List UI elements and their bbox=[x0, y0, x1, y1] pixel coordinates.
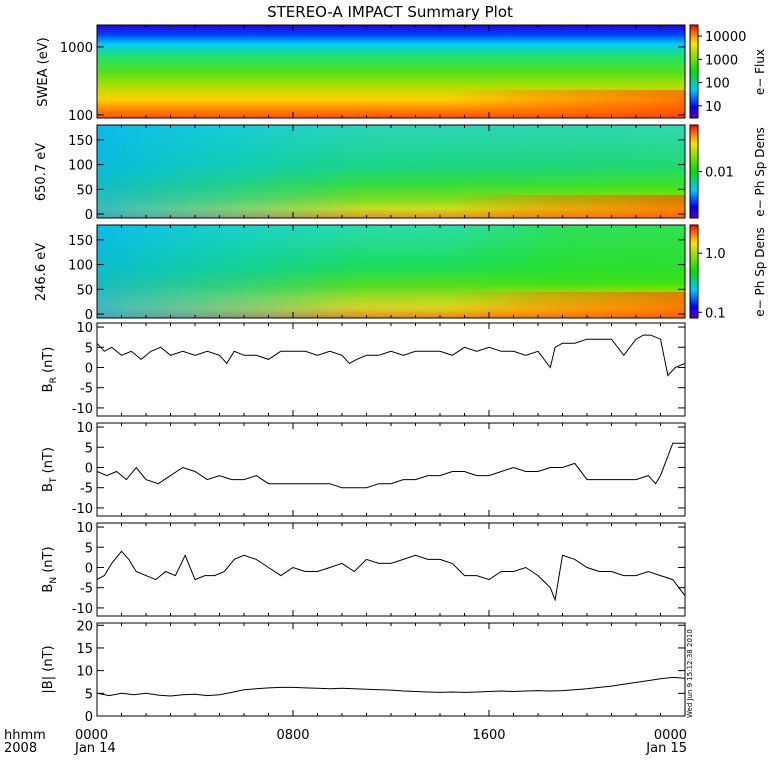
time-axis-corner-year: 2008 bbox=[4, 741, 37, 756]
bn-y-tick-label: 10 bbox=[76, 521, 93, 536]
flux-colorbar: 10000 1000 100 10 e− Flux bbox=[689, 24, 767, 119]
pad246-y-tick-label: 150 bbox=[68, 234, 93, 249]
pad246-y-axis: 150 100 50 0 bbox=[68, 225, 686, 323]
bt-panel-frame bbox=[96, 422, 686, 517]
absbabs-y-tick-label: 0 bbox=[85, 710, 93, 725]
pad246-spectrogram: 150 100 50 0 246.6 eV bbox=[34, 224, 686, 323]
time-tick-label: 0000 bbox=[75, 728, 108, 743]
bn-series-line bbox=[96, 550, 686, 602]
br-ylabel-main: B bbox=[41, 383, 56, 392]
bt-ylabel-unit: (nT) bbox=[41, 447, 56, 477]
pad246-late-warm-overlay bbox=[97, 292, 685, 318]
swea-y-axis: 1000 100 bbox=[60, 25, 686, 124]
bn-ylabel-unit: (nT) bbox=[41, 546, 56, 576]
absbabs-y-tick-label: 15 bbox=[76, 642, 93, 657]
pad650-ylabel: 650.7 eV bbox=[34, 143, 49, 201]
br-panel-frame bbox=[96, 322, 686, 417]
absbabs-ylabel-main: |B| bbox=[41, 676, 56, 694]
dens650-colorbar-gradient bbox=[689, 124, 699, 219]
dens246-colorbar-tick-label: 0.1 bbox=[705, 306, 726, 321]
bn-panel: 10 5 0 -5 -10 BN (nT) bbox=[41, 521, 686, 617]
br-y-tick-label: 10 bbox=[76, 321, 93, 336]
flux-colorbar-tick-label: 10000 bbox=[705, 30, 746, 45]
absbabs-y-tick-label: 20 bbox=[76, 619, 93, 634]
swea-ylabel: SWEA (eV) bbox=[36, 37, 51, 106]
flux-colorbar-label: e− Flux bbox=[753, 49, 767, 95]
bn-y-tick-label: 0 bbox=[85, 561, 93, 576]
br-y-tick-label: -10 bbox=[72, 402, 93, 417]
bn-y-tick-label: -5 bbox=[80, 582, 93, 597]
swea-spectrogram: 1000 100 SWEA (eV) bbox=[36, 24, 686, 124]
time-tick-label: 0800 bbox=[276, 728, 309, 743]
time-axis-corner-hhmm: hhmm bbox=[4, 728, 46, 743]
time-tick-label: 1600 bbox=[472, 728, 505, 743]
bn-ylabel-sub: N bbox=[49, 577, 59, 584]
bt-series-line bbox=[96, 442, 685, 489]
flux-colorbar-tick-label: 1000 bbox=[705, 53, 738, 68]
absbabs-ylabel-unit: (nT) bbox=[41, 645, 56, 675]
pad246-y-tick-label: 0 bbox=[85, 308, 93, 323]
br-panel: 10 5 0 -5 -10 BR (nT) bbox=[41, 321, 686, 417]
absbabs-series-line bbox=[96, 676, 686, 697]
flux-colorbar-tick-label: 10 bbox=[705, 100, 722, 115]
bn-ylabel: BN (nT) bbox=[41, 546, 59, 592]
bt-y-tick-label: 10 bbox=[76, 421, 93, 436]
br-ylabel: BR (nT) bbox=[41, 347, 59, 393]
pad246-y-tick-label: 100 bbox=[68, 259, 93, 274]
swea-y-tick-label: 100 bbox=[68, 109, 93, 124]
absbabs-ylabel: |B| (nT) bbox=[41, 645, 56, 693]
bt-y-tick-label: 5 bbox=[85, 441, 93, 456]
pad650-late-warm-overlay bbox=[97, 195, 685, 218]
swea-spectrogram-warm-overlay bbox=[97, 90, 685, 118]
pad650-y-tick-label: 100 bbox=[68, 159, 93, 174]
bn-y-tick-label: -10 bbox=[72, 602, 93, 617]
br-ylabel-unit: (nT) bbox=[41, 347, 56, 377]
time-tick-date: Jan 14 bbox=[74, 741, 116, 756]
dens650-colorbar-tick-label: 0.01 bbox=[705, 166, 734, 181]
bt-y-tick-label: -5 bbox=[80, 482, 93, 497]
flux-colorbar-tick-label: 100 bbox=[705, 77, 730, 92]
dens246-colorbar-tick-label: 1.0 bbox=[705, 247, 726, 262]
pad650-y-tick-label: 0 bbox=[85, 208, 93, 223]
bn-panel-frame bbox=[96, 522, 686, 617]
time-tick-label: 0000 bbox=[654, 728, 687, 743]
plot-timestamp: Wed Jun 9 15:12:38 2010 bbox=[686, 629, 694, 718]
dens246-colorbar-gradient bbox=[689, 224, 699, 319]
time-tick-date: Jan 15 bbox=[645, 741, 687, 756]
pad650-y-tick-label: 50 bbox=[76, 183, 93, 198]
dens650-colorbar-label: e− Ph Sp Dens bbox=[753, 127, 767, 216]
bn-ylabel-main: B bbox=[41, 584, 56, 593]
pad246-y-tick-label: 50 bbox=[76, 283, 93, 298]
br-ylabel-sub: R bbox=[49, 377, 59, 383]
bn-y-tick-label: 5 bbox=[85, 541, 93, 556]
absbabs-y-tick-label: 10 bbox=[76, 665, 93, 680]
plot-title: STEREO-A IMPACT Summary Plot bbox=[267, 3, 513, 21]
pad650-spectrogram: 150 100 50 0 650.7 eV bbox=[34, 124, 686, 223]
dens246-colorbar-label: e− Ph Sp Dens bbox=[753, 227, 767, 316]
br-series-line bbox=[96, 334, 686, 377]
dens246-colorbar: 1.0 0.1 e− Ph Sp Dens bbox=[689, 224, 767, 321]
br-y-tick-label: -5 bbox=[80, 382, 93, 397]
bt-panel: 10 5 0 -5 -10 BT (nT) bbox=[41, 421, 686, 517]
pad650-y-tick-label: 150 bbox=[68, 134, 93, 149]
swea-y-tick-label: 1000 bbox=[60, 41, 93, 56]
bt-ylabel-main: B bbox=[41, 483, 56, 492]
absbabs-y-tick-label: 5 bbox=[85, 687, 93, 702]
bt-ylabel-sub: T bbox=[49, 477, 59, 484]
bt-y-tick-label: 0 bbox=[85, 461, 93, 476]
pad650-y-axis: 150 100 50 0 bbox=[68, 125, 686, 223]
bt-y-tick-label: -10 bbox=[72, 502, 93, 517]
dens650-colorbar: 0.01 e− Ph Sp Dens bbox=[689, 124, 767, 219]
pad246-late-green-overlay bbox=[97, 225, 685, 285]
bt-ylabel: BT (nT) bbox=[41, 447, 59, 492]
absbabs-panel-frame bbox=[96, 622, 686, 717]
absbabs-panel: 20 15 10 5 0 |B| (nT) bbox=[41, 619, 686, 725]
flux-colorbar-gradient bbox=[689, 24, 699, 119]
br-y-tick-label: 5 bbox=[85, 341, 93, 356]
br-y-tick-label: 0 bbox=[85, 361, 93, 376]
pad246-ylabel: 246.6 eV bbox=[34, 243, 49, 301]
